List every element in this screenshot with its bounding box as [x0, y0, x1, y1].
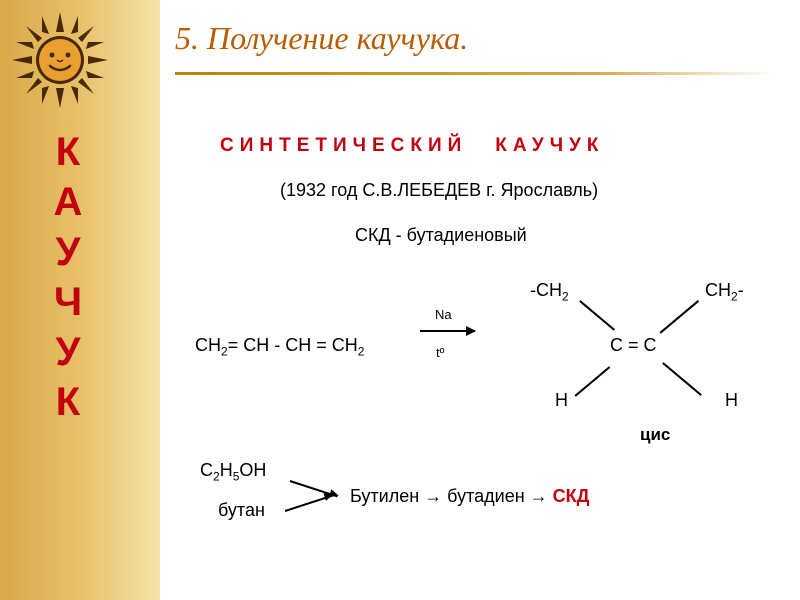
sun-icon [10, 10, 110, 110]
chain-steps: Бутилен → бутадиен → [350, 486, 553, 506]
synthetic-rubber-heading: СИНТЕТИЧЕСКИЙ КАУЧУК [220, 135, 604, 157]
year-author-line: (1932 год С.В.ЛЕБЕДЕВ г. Ярославль) [280, 180, 598, 201]
product-ch2-left: -CH2 [530, 280, 569, 304]
cis-label: цис [640, 425, 670, 445]
slide-title: 5. Получение каучука. [175, 20, 468, 57]
vertical-rubber-label: КАУЧУК [45, 130, 90, 430]
skd-butadiene-line: СКД - бутадиеновый [355, 225, 527, 246]
butane-label: бутан [218, 500, 265, 521]
reagent-formula: CH2= CH - CH = CH2 [195, 335, 364, 359]
synthesis-chain: Бутилен → бутадиен → СКД [350, 486, 589, 507]
catalyst-temp: tº [436, 345, 444, 360]
hydrogen-right: H [725, 390, 738, 411]
product-ch2-right: CH2- [705, 280, 744, 304]
subtitle-word-1: СИНТЕТИЧЕСКИЙ [220, 135, 467, 156]
c-double-bond-c: C = C [610, 335, 657, 356]
reaction-arrow [420, 330, 475, 332]
hydrogen-left: H [555, 390, 568, 411]
left-gradient-panel: КАУЧУК [0, 0, 160, 600]
ethanol-formula: C2H5OH [200, 460, 266, 484]
subtitle-word-2: КАУЧУК [495, 135, 604, 156]
title-divider [175, 72, 775, 75]
chain-skd: СКД [553, 486, 590, 506]
catalyst-na: Na [435, 307, 452, 322]
